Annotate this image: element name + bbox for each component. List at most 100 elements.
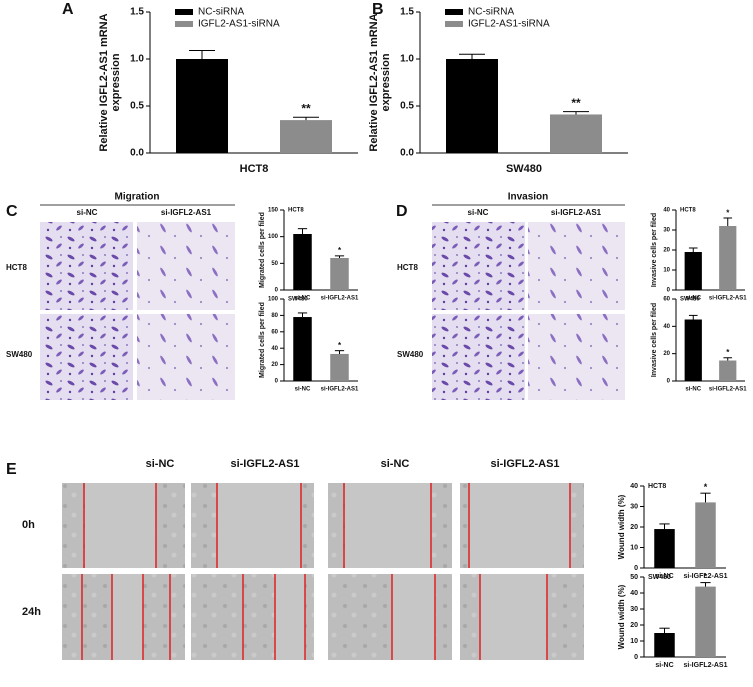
legend-label: NC-siRNA — [198, 7, 244, 18]
x-tick-label: si-IGFL2-AS1 — [321, 296, 359, 302]
y-tick-label: 40 — [663, 324, 670, 330]
error-bar — [297, 228, 308, 234]
row-label: SW480 — [6, 350, 33, 359]
y-tick-label: 20 — [630, 524, 638, 531]
error-bar — [688, 247, 698, 252]
legend-swatch — [175, 9, 193, 15]
legend-swatch — [445, 9, 463, 15]
wound-edges — [81, 483, 571, 660]
column-label: si-NC — [146, 458, 175, 470]
significance: * — [726, 348, 730, 357]
bar — [550, 114, 602, 153]
row-label: SW480 — [397, 350, 424, 359]
y-tick-label: 30 — [663, 228, 670, 234]
row-label: HCT8 — [397, 263, 418, 272]
significance: * — [704, 571, 708, 581]
error-bar — [297, 312, 308, 318]
legend-label: NC-siRNA — [468, 7, 514, 18]
row-label: 0h — [22, 519, 35, 531]
error-bar — [723, 357, 733, 361]
wound-gap — [392, 574, 435, 660]
bar — [330, 258, 349, 290]
bar — [280, 120, 332, 153]
y-tick-label: 0 — [275, 379, 279, 385]
y-tick-label: 40 — [630, 590, 638, 597]
micrograph — [528, 314, 625, 400]
panel-letter: A — [62, 1, 74, 18]
bar — [695, 502, 716, 568]
y-tick-label: 0 — [634, 565, 638, 572]
micrograph — [432, 314, 525, 400]
y-tick-label: 1.0 — [400, 54, 414, 65]
y-tick-label: 0 — [275, 288, 279, 294]
y-tick-label: 100 — [268, 234, 279, 240]
micrograph — [40, 314, 133, 400]
panel-letter: B — [372, 1, 384, 18]
y-tick-label: 100 — [268, 297, 279, 303]
x-tick-label: si-IGFL2-AS1 — [321, 387, 359, 393]
panel-letter: D — [396, 203, 408, 220]
y-axis-label: expression — [380, 53, 392, 111]
error-bar — [700, 582, 711, 587]
chart-title: SW480 — [680, 297, 700, 303]
y-axis-label: Relative IGFL2-AS1 mRNA — [368, 13, 380, 151]
x-tick-label: si-IGFL2-AS1 — [709, 387, 747, 393]
wound-gap — [85, 483, 155, 568]
y-tick-label: 10 — [630, 638, 638, 645]
y-axis-label: Migrated cells per filed — [259, 302, 266, 378]
x-tick-label: si-IGFL2-AS1 — [684, 662, 728, 669]
y-tick-label: 40 — [271, 346, 278, 352]
row-label: HCT8 — [6, 263, 27, 272]
y-tick-label: 40 — [663, 208, 670, 214]
significance: * — [338, 341, 342, 350]
bar — [695, 586, 716, 657]
error-bar — [334, 255, 345, 258]
panel-title: Invasion — [508, 192, 549, 203]
wound-gap — [480, 574, 547, 660]
y-tick-label: 40 — [630, 483, 638, 490]
panel-title: Migration — [115, 192, 160, 203]
y-axis-label: Migrated cells per filed — [259, 212, 266, 288]
column-label: si-IGFL2-AS1 — [490, 458, 559, 470]
x-tick-label: si-IGFL2-AS1 — [709, 296, 747, 302]
micrograph — [432, 222, 525, 310]
micrograph — [137, 314, 235, 400]
error-bar — [563, 111, 589, 115]
y-tick-label: 30 — [630, 606, 638, 613]
wound-images — [62, 483, 584, 660]
x-tick-label: si-NC — [655, 573, 673, 580]
y-tick-label: 1.5 — [400, 7, 414, 18]
wound-gap — [345, 483, 430, 568]
y-tick-label: 20 — [663, 248, 670, 254]
bar — [684, 319, 702, 381]
y-tick-label: 20 — [271, 362, 278, 368]
y-tick-label: 60 — [663, 297, 670, 303]
x-tick-label: si-NC — [685, 296, 701, 302]
column-label: si-NC — [381, 458, 410, 470]
chart-title: SW480 — [288, 297, 308, 303]
significance: ** — [571, 96, 581, 110]
y-tick-label: 1.5 — [130, 7, 144, 18]
wound-gap — [470, 483, 570, 568]
y-axis-label: Invasive cells per filed — [651, 303, 658, 377]
row-label: 24h — [22, 606, 41, 618]
y-tick-label: 1.0 — [130, 54, 144, 65]
bar — [719, 226, 737, 290]
chart-title: SW480 — [648, 574, 671, 581]
wound-gap — [112, 574, 143, 660]
wound-gap — [218, 483, 300, 568]
bar — [330, 353, 349, 381]
column-label: si-IGFL2-AS1 — [230, 458, 299, 470]
bar — [684, 252, 702, 290]
significance: ** — [301, 101, 311, 115]
bar — [446, 59, 498, 153]
panel-letter: C — [6, 203, 18, 220]
y-tick-label: 0.0 — [400, 148, 414, 159]
y-tick-label: 10 — [663, 268, 670, 274]
column-label: si-IGFL2-AS1 — [551, 208, 602, 217]
y-tick-label: 60 — [271, 329, 278, 335]
micrograph — [40, 222, 133, 310]
y-tick-label: 20 — [630, 622, 638, 629]
